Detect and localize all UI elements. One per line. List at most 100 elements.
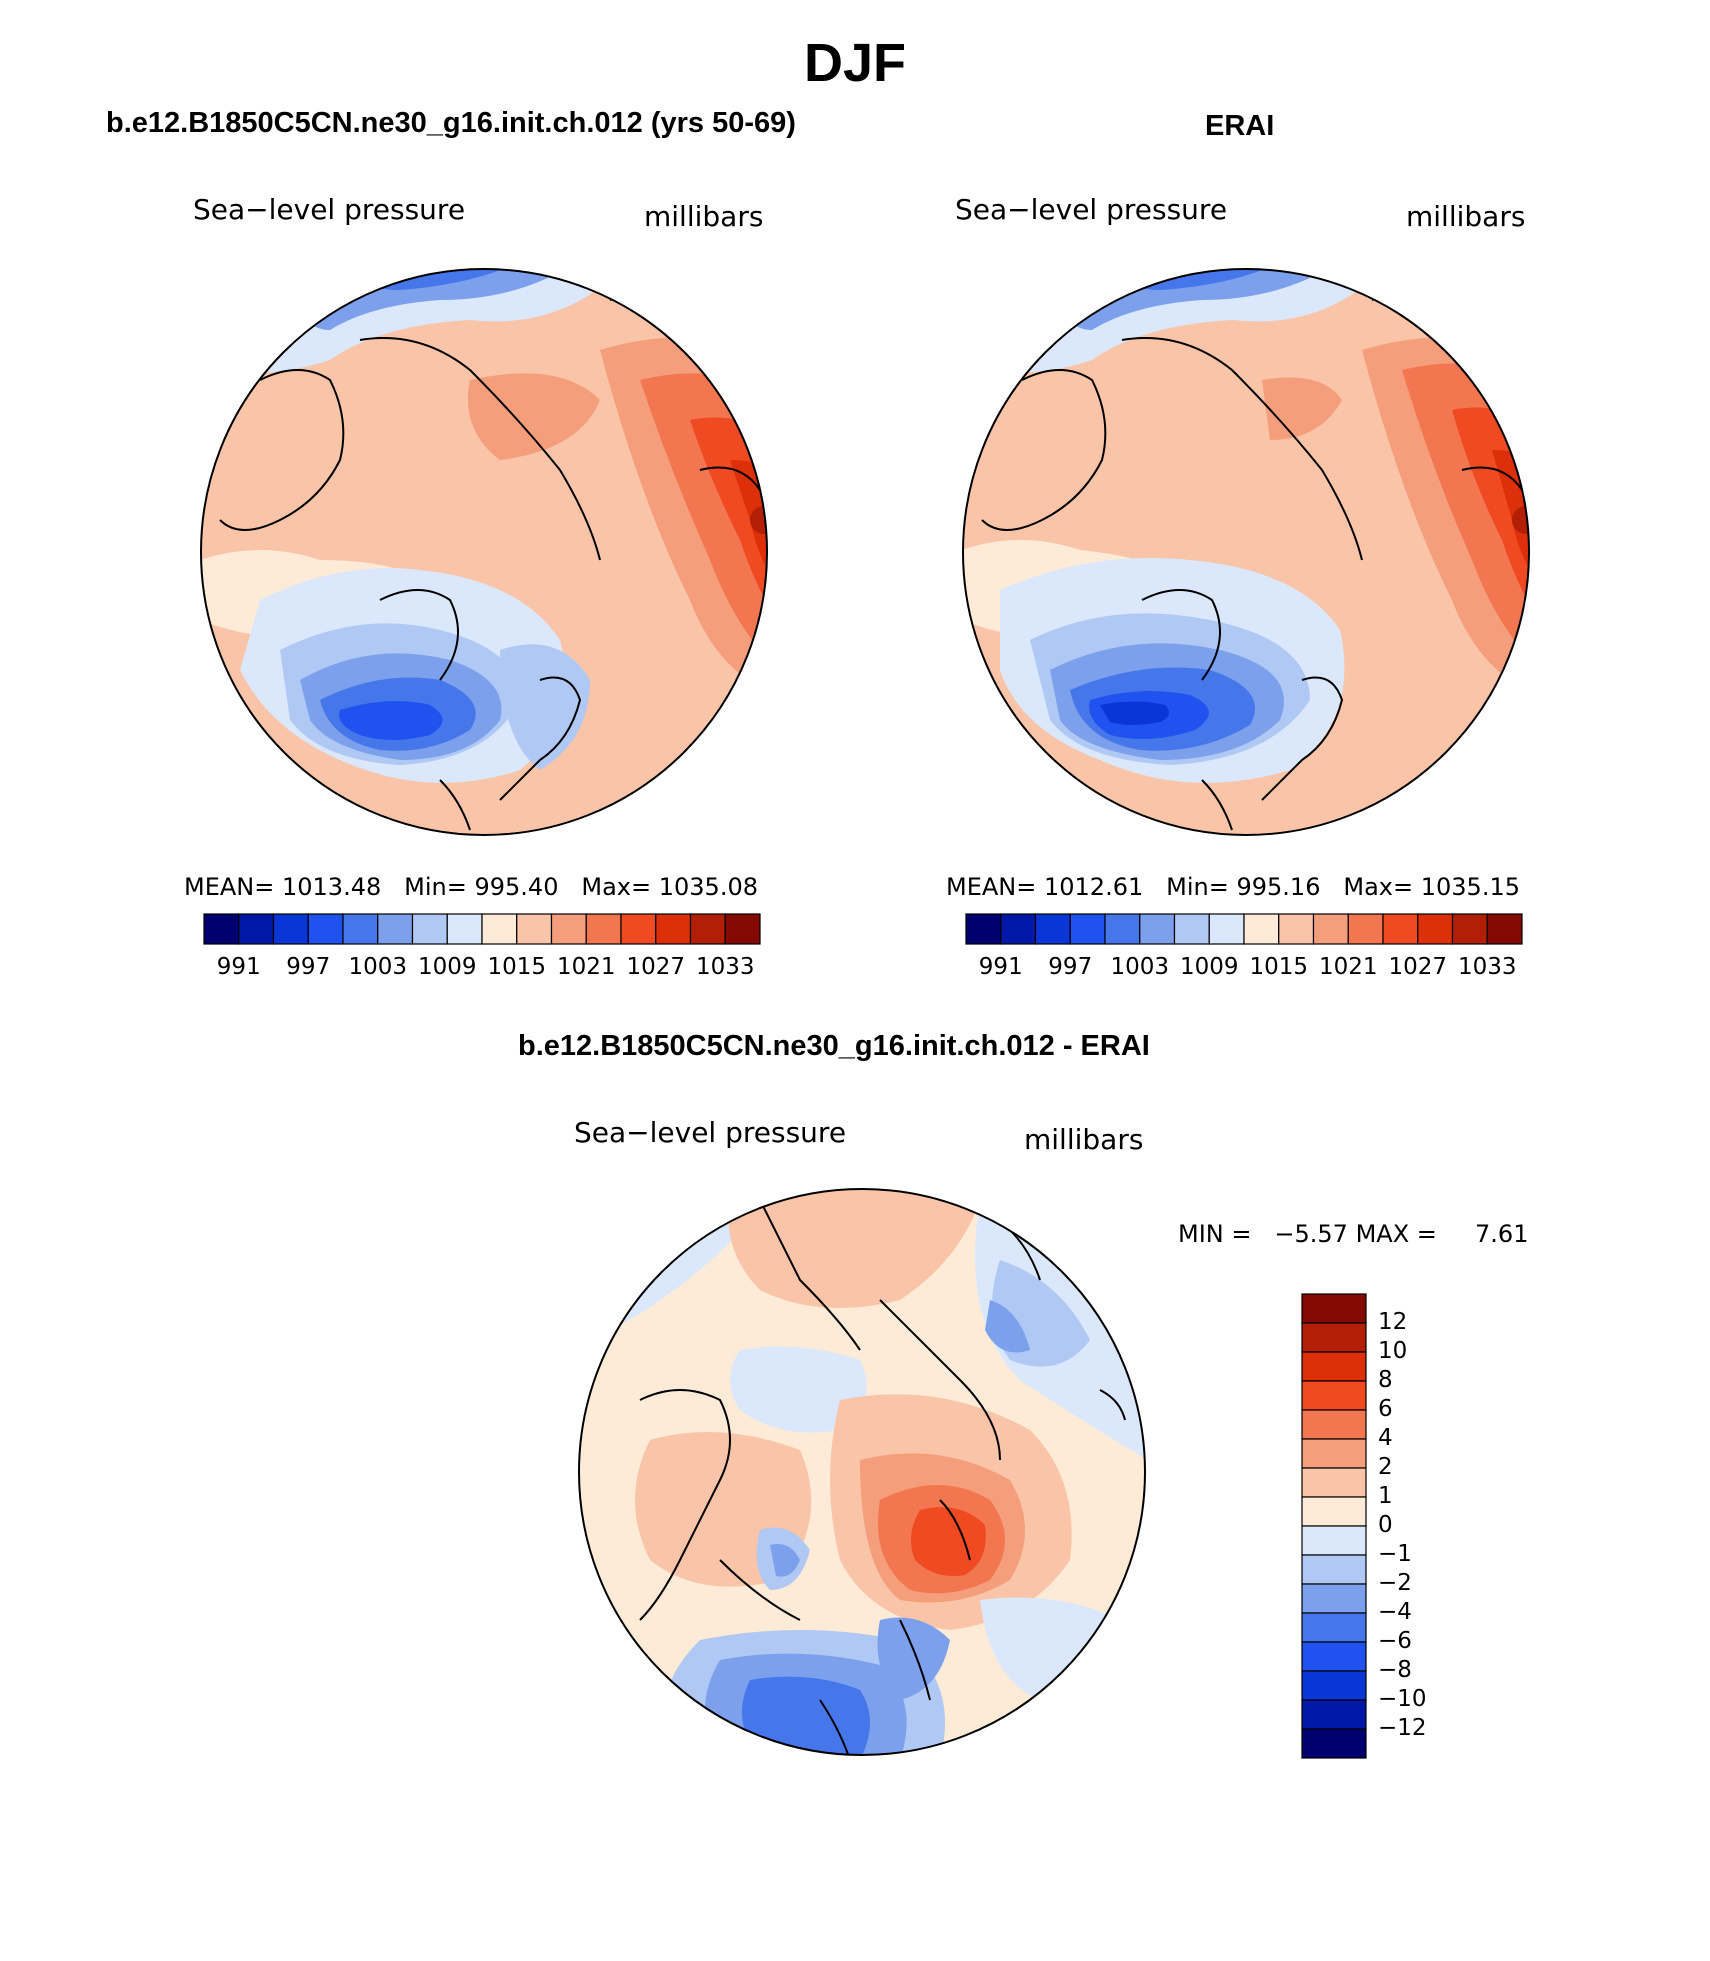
model-min-value: 995.40 [474,873,559,901]
obs-colorbar-tick-label: 1027 [1388,954,1448,980]
obs-colorbar-swatch [1486,913,1523,945]
obs-colorbar-tick-label: 1015 [1249,954,1309,980]
model-colorbar-swatch [411,913,448,945]
model-colorbar-swatch [203,913,240,945]
model-colorbar-swatch [550,913,587,945]
model-colorbar-tick-label: 1027 [626,954,686,980]
obs-stats: MEAN= 1012.61 Min= 995.16 Max= 1035.15 [946,873,1520,901]
model-colorbar-swatch [272,913,309,945]
obs-colorbar-swatch [1000,913,1037,945]
obs-colorbar [965,913,1523,945]
obs-colorbar-tick-label: 1009 [1179,954,1239,980]
model-max-value: 1035.08 [658,873,758,901]
obs-colorbar-swatch [1034,913,1071,945]
obs-max-label: Max= [1343,873,1414,901]
model-mean-label: MEAN= [184,873,275,901]
model-map [200,268,768,836]
diff-colorbar-tick-label: −1 [1378,1541,1412,1567]
diff-colorbar-swatch [1301,1583,1367,1614]
diff-colorbar [1301,1293,1367,1759]
diff-colorbar-tick-label: 2 [1378,1454,1393,1480]
diff-colorbar-swatch [1301,1554,1367,1585]
obs-colorbar-swatch [1173,913,1210,945]
diff-units-label: millibars [1024,1123,1144,1156]
obs-colorbar-swatch [1451,913,1488,945]
model-colorbar-swatch [342,913,379,945]
diff-colorbar-tick-label: 1 [1378,1483,1393,1509]
obs-colorbar-tick-label: 1021 [1318,954,1378,980]
model-stats: MEAN= 1013.48 Min= 995.40 Max= 1035.08 [184,873,758,901]
model-colorbar-swatch [481,913,518,945]
diff-colorbar-tick-label: 10 [1378,1338,1408,1364]
diff-colorbar-swatch [1301,1322,1367,1353]
main-title: DJF [803,33,906,93]
model-units-label: millibars [644,200,764,233]
diff-min-value: −5.57 [1274,1220,1348,1248]
model-colorbar-swatch [307,913,344,945]
diff-colorbar-swatch [1301,1670,1367,1701]
diff-min-label: MIN = [1178,1220,1252,1248]
diff-colorbar-swatch [1301,1351,1367,1382]
model-colorbar-tick-label: 1021 [556,954,616,980]
model-colorbar-swatch [446,913,483,945]
diff-colorbar-swatch [1301,1525,1367,1556]
diff-colorbar-swatch [1301,1293,1367,1324]
diff-max-value: 7.61 [1475,1220,1529,1248]
diff-variable-label: Sea−level pressure [574,1116,847,1149]
diff-colorbar-tick-label: 8 [1378,1367,1393,1393]
obs-colorbar-swatch [1069,913,1106,945]
diff-colorbar-tick-label: −12 [1378,1715,1427,1741]
diff-colorbar-tick-label: 0 [1378,1512,1393,1538]
obs-colorbar-swatch [1104,913,1141,945]
diff-colorbar-swatch [1301,1641,1367,1672]
obs-min-value: 995.16 [1236,873,1321,901]
model-colorbar-swatch [585,913,622,945]
diff-colorbar-tick-label: −6 [1378,1628,1412,1654]
model-max-label: Max= [581,873,652,901]
model-mean-value: 1013.48 [282,873,382,901]
diff-colorbar-swatch [1301,1409,1367,1440]
obs-colorbar-tick-label: 1033 [1457,954,1517,980]
obs-colorbar-tick-label: 997 [1048,954,1093,980]
obs-colorbar-swatch [1139,913,1176,945]
model-variable-label: Sea−level pressure [193,193,466,226]
obs-colorbar-swatch [1312,913,1349,945]
diff-colorbar-tick-label: 12 [1378,1309,1408,1335]
model-panel-title: b.e12.B1850C5CN.ne30_g16.init.ch.012 (yr… [106,107,796,139]
diff-colorbar-swatch [1301,1438,1367,1469]
obs-colorbar-tick-label: 1003 [1110,954,1170,980]
diff-colorbar-tick-label: −4 [1378,1599,1412,1625]
diff-max-label: MAX = [1355,1220,1437,1248]
diff-colorbar-swatch [1301,1612,1367,1643]
diff-panel-title: b.e12.B1850C5CN.ne30_g16.init.ch.012 - E… [518,1030,1150,1062]
obs-colorbar-swatch [1243,913,1280,945]
model-colorbar-swatch [620,913,657,945]
model-colorbar-tick-label: 1015 [487,954,547,980]
model-colorbar-swatch [724,913,761,945]
obs-colorbar-tick-label: 991 [978,954,1023,980]
diff-map [578,1188,1146,1756]
diff-colorbar-tick-label: 4 [1378,1425,1393,1451]
model-min-label: Min= [404,873,467,901]
obs-colorbar-swatch [1278,913,1315,945]
diff-stats: MIN = −5.57 MAX = 7.61 [1178,1220,1528,1248]
diff-colorbar-swatch [1301,1380,1367,1411]
obs-colorbar-swatch [1347,913,1384,945]
obs-colorbar-swatch [965,913,1002,945]
obs-colorbar-swatch [1417,913,1454,945]
obs-panel-title: ERAI [1205,110,1275,142]
model-colorbar-swatch [689,913,726,945]
diff-colorbar-tick-label: 6 [1378,1396,1393,1422]
obs-min-label: Min= [1166,873,1229,901]
model-colorbar-tick-label: 997 [286,954,331,980]
obs-units-label: millibars [1406,200,1526,233]
diff-colorbar-swatch [1301,1728,1367,1759]
diff-colorbar-tick-label: −8 [1378,1657,1412,1683]
model-colorbar-swatch [238,913,275,945]
model-colorbar-tick-label: 1009 [417,954,477,980]
model-colorbar-swatch [377,913,414,945]
obs-map [962,268,1530,836]
diff-colorbar-swatch [1301,1467,1367,1498]
diff-colorbar-tick-label: −2 [1378,1570,1412,1596]
